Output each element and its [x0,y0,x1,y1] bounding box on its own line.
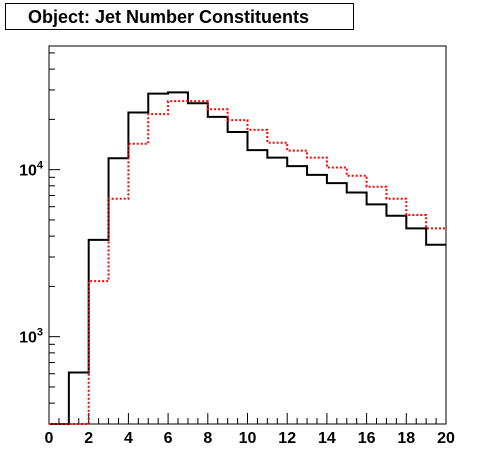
x-tick-label: 6 [164,430,173,447]
x-tick-label: 8 [203,430,212,447]
x-tick-label: 12 [278,430,296,447]
series-layer [49,91,446,425]
x-axis-ticks: 0 2 4 6 8 10 12 14 16 18 20 [45,413,455,447]
y-tick-label: 103 [19,327,43,347]
histogram-series-1 [49,100,446,425]
y-tick-label-base: 10 [19,163,37,180]
x-tick-label: 14 [318,430,336,447]
x-tick-label: 18 [397,430,415,447]
x-tick-label: 20 [437,430,455,447]
y-tick-label: 104 [19,160,44,180]
chart-title: Object: Jet Number Constituents [28,7,310,27]
x-tick-label: 2 [84,430,93,447]
x-tick-label: 16 [358,430,376,447]
x-tick-label: 0 [45,430,54,447]
y-tick-label-exponent: 4 [37,160,44,172]
y-tick-label-exponent: 3 [37,327,43,339]
chart-title-box: Object: Jet Number Constituents [5,3,354,30]
x-tick-label: 10 [239,430,257,447]
x-tick-label: 4 [124,430,133,447]
histogram-series-0 [49,91,446,425]
y-tick-label-base: 10 [19,330,37,347]
